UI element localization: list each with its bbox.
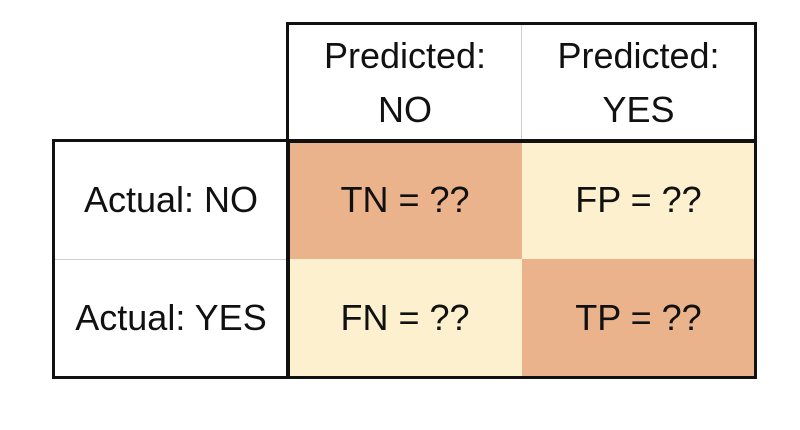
cell-value: FP = ??	[575, 179, 702, 220]
row-label-text: Actual: YES	[75, 297, 267, 338]
cell-value: TN = ??	[340, 179, 470, 220]
column-header-line2: NO	[378, 88, 432, 130]
row-label-text: Actual: NO	[83, 179, 259, 220]
cell-false-negative: FN = ??	[288, 259, 522, 377]
column-header-predicted-yes: Predicted: YES	[522, 24, 755, 141]
row-label-actual-no: Actual: NO	[54, 141, 288, 259]
cell-value: TP = ??	[575, 297, 702, 338]
cell-false-positive: FP = ??	[522, 141, 755, 259]
column-header-line2: YES	[602, 88, 675, 130]
row-label-divider	[54, 259, 288, 260]
cell-true-positive: TP = ??	[522, 259, 755, 377]
cell-value: FN = ??	[340, 297, 470, 338]
column-header-predicted-no: Predicted: NO	[288, 24, 522, 141]
column-header-line1: Predicted:	[557, 34, 720, 76]
column-header-line1: Predicted:	[323, 34, 487, 76]
header-divider	[521, 24, 522, 141]
row-label-actual-yes: Actual: YES	[54, 259, 288, 377]
cell-true-negative: TN = ??	[288, 141, 522, 259]
